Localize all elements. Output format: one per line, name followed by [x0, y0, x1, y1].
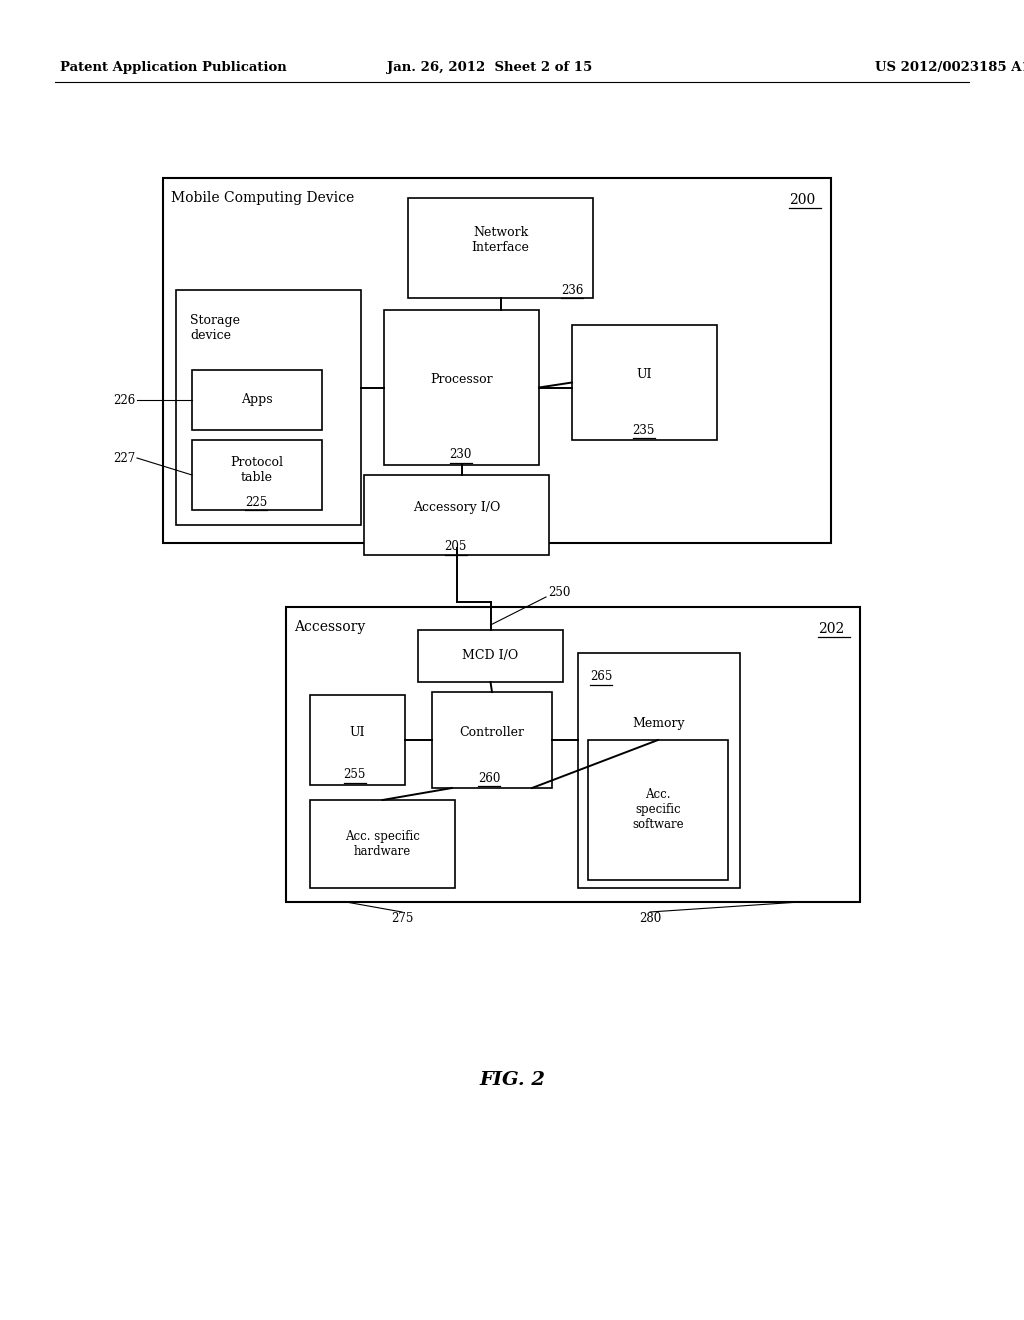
Text: UI: UI [350, 726, 366, 738]
Text: Acc. specific
hardware: Acc. specific hardware [345, 830, 420, 858]
Text: Mobile Computing Device: Mobile Computing Device [171, 191, 354, 205]
Bar [432, 692, 552, 788]
Bar [176, 290, 361, 525]
Text: 265: 265 [590, 671, 612, 684]
Text: 250: 250 [548, 586, 570, 598]
Bar [408, 198, 593, 298]
Text: 235: 235 [633, 424, 655, 437]
Bar [163, 178, 831, 543]
Bar [418, 630, 563, 682]
Text: FIG. 2: FIG. 2 [479, 1071, 545, 1089]
Bar [364, 475, 549, 554]
Text: Processor: Processor [430, 374, 493, 385]
Text: 260: 260 [478, 771, 501, 784]
Text: 230: 230 [450, 449, 472, 462]
Text: 200: 200 [790, 193, 815, 207]
Text: Accessory: Accessory [294, 620, 366, 634]
Text: Patent Application Publication: Patent Application Publication [60, 62, 287, 74]
Text: US 2012/0023185 A1: US 2012/0023185 A1 [874, 62, 1024, 74]
Text: 236: 236 [561, 284, 584, 297]
Text: UI: UI [637, 368, 652, 381]
Text: Network
Interface: Network Interface [472, 226, 529, 253]
Bar [193, 370, 322, 430]
Text: Storage
device: Storage device [190, 314, 240, 342]
Text: 280: 280 [639, 912, 662, 925]
Bar [384, 310, 539, 465]
Bar [310, 800, 455, 888]
Bar [286, 607, 860, 902]
Bar [310, 696, 406, 785]
Bar [578, 653, 740, 888]
Text: Acc.
specific
software: Acc. specific software [632, 788, 684, 832]
Text: Jan. 26, 2012  Sheet 2 of 15: Jan. 26, 2012 Sheet 2 of 15 [387, 62, 593, 74]
Text: 205: 205 [444, 540, 467, 553]
Text: 225: 225 [245, 495, 267, 508]
Text: 226: 226 [113, 393, 135, 407]
Text: Apps: Apps [242, 393, 272, 407]
Text: Protocol
table: Protocol table [230, 455, 284, 484]
Bar [193, 440, 322, 510]
Text: 202: 202 [818, 622, 844, 636]
Text: Memory: Memory [633, 717, 685, 730]
Text: 227: 227 [113, 451, 135, 465]
Text: 255: 255 [343, 768, 366, 781]
Bar [572, 325, 717, 440]
Bar [588, 741, 728, 880]
Text: Accessory I/O: Accessory I/O [413, 500, 500, 513]
Text: 275: 275 [391, 912, 414, 925]
Text: MCD I/O: MCD I/O [463, 649, 518, 663]
Text: Controller: Controller [460, 726, 524, 738]
